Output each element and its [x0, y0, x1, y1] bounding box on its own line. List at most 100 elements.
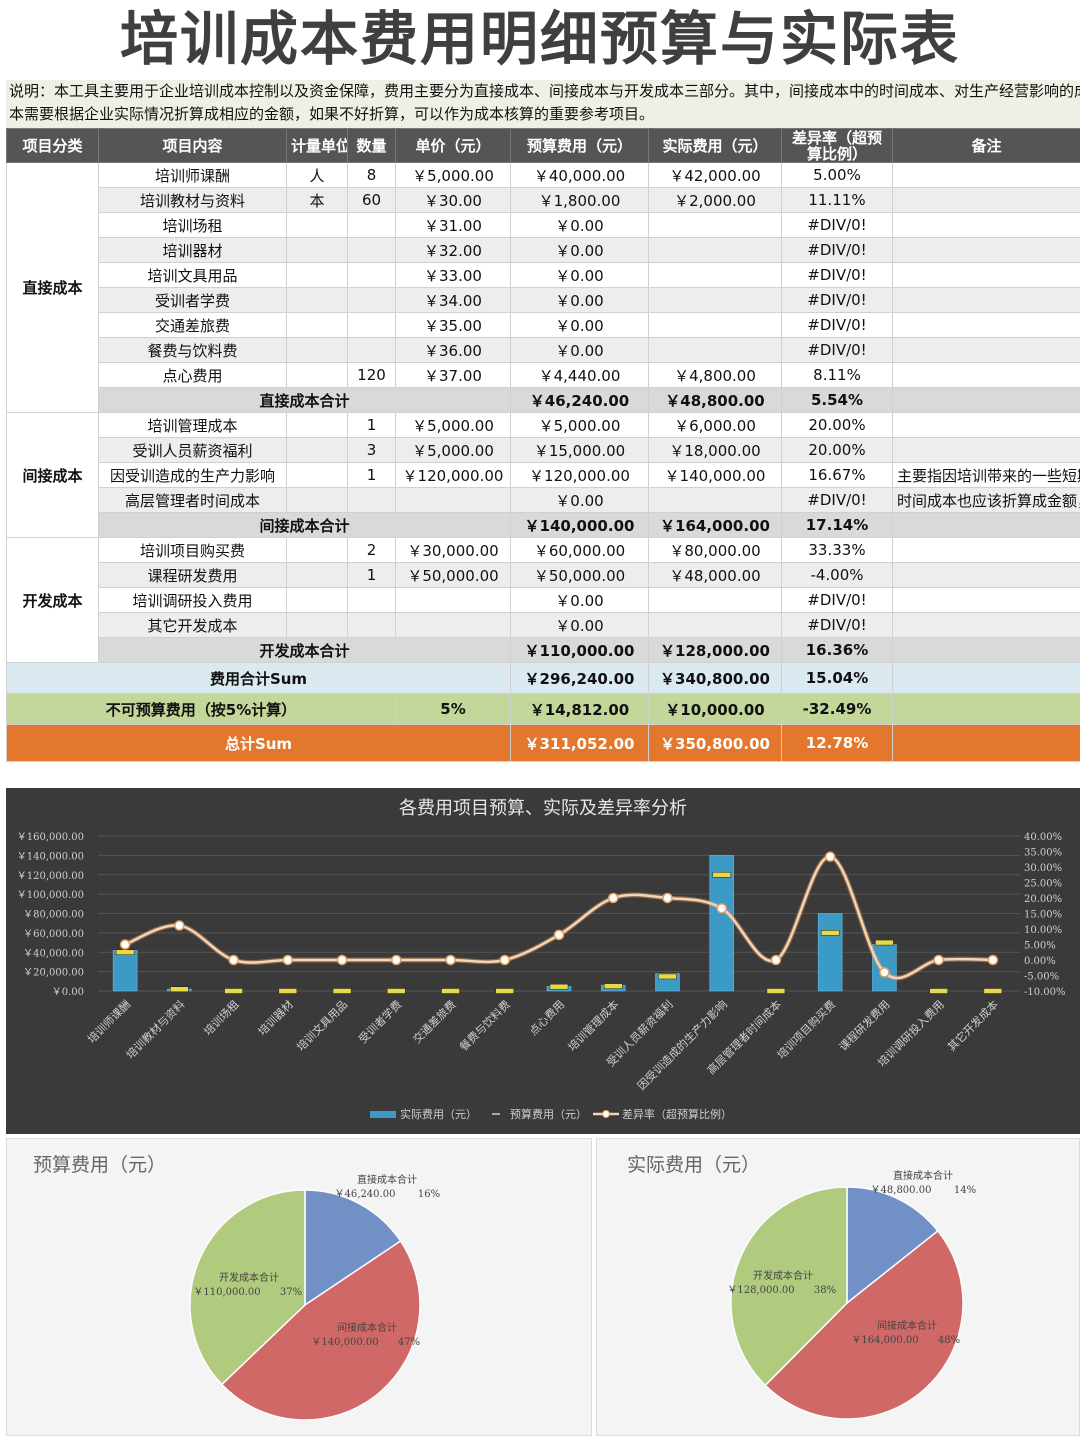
note-cell: [892, 262, 1080, 288]
budget-pie-svg: 预算费用（元） 直接成本合计 ￥46,240.00 16% 间接成本合计 ￥140,000…: [33, 1154, 440, 1421]
budget-marker: [332, 988, 352, 994]
x-tick-label: 培训文具用品: [294, 997, 351, 1054]
budget-cell: ￥4,440.00: [510, 362, 649, 388]
subtotal-rate: 5.54%: [781, 387, 893, 413]
table-row: 其它开发成本 ￥0.00 #DIV/0!: [7, 612, 1080, 638]
budget-cell: ￥0.00: [510, 287, 649, 313]
price-cell: ￥5,000.00: [395, 412, 511, 438]
total-label: 总计Sum: [6, 724, 511, 762]
actual-cell: [648, 312, 782, 338]
rate-point: [553, 929, 565, 941]
rate-point: [716, 903, 727, 914]
y-tick-label: ￥100,000.00: [17, 890, 84, 901]
unit-cell: [286, 587, 348, 613]
note-cell: [892, 562, 1080, 588]
budget-cell: ￥0.00: [510, 262, 649, 288]
pie-slice-label: 间接成本合计: [877, 1319, 937, 1332]
note-cell: [892, 337, 1080, 363]
pie-slice-percent: 47%: [398, 1337, 420, 1348]
rate-cell: #DIV/0!: [781, 337, 893, 363]
rate-point: [445, 954, 456, 966]
price-cell: ￥32.00: [395, 237, 511, 263]
y2-tick-label: 30.00%: [1024, 863, 1062, 874]
pie-slice: [304, 1189, 402, 1307]
pie-slice-value: ￥128,000.00: [727, 1285, 794, 1296]
budget-cell: ￥0.00: [510, 587, 649, 613]
total-note: [892, 724, 1080, 762]
qty-cell: 1: [347, 462, 396, 488]
unit-cell: [286, 537, 348, 563]
pie-slice: [846, 1186, 939, 1305]
table-row: 课程研发费用 1 ￥50,000.00 ￥50,000.00 ￥48,000.00 -4.…: [7, 562, 1080, 588]
rate-point: [662, 892, 673, 904]
pie-slice-percent: 37%: [280, 1287, 302, 1298]
subtotal-row: 直接成本合计 ￥46,240.00 ￥48,800.00 5.54%: [7, 387, 1080, 413]
unit-cell: [286, 362, 348, 388]
unbudget-budget: ￥14,812.00: [510, 693, 649, 725]
pie-slice-value: ￥48,800.00: [871, 1185, 932, 1196]
pie-slice: [189, 1189, 306, 1386]
rate-cell: 8.11%: [781, 362, 893, 388]
y2-tick-label: 5.00%: [1024, 941, 1056, 952]
rate-cell: #DIV/0!: [781, 287, 893, 313]
rate-cell: #DIV/0!: [781, 612, 893, 638]
y-tick-label: ￥20,000.00: [23, 968, 84, 979]
actual-cell: [648, 287, 782, 313]
item-cell: 培训场租: [98, 212, 287, 238]
rate-cell: 11.11%: [781, 187, 893, 213]
y2-tick-label: 25.00%: [1024, 879, 1062, 890]
item-cell: 培训师课酬: [98, 162, 287, 188]
note-cell: [892, 537, 1080, 563]
actual-cell: ￥2,000.00: [648, 187, 782, 213]
actual-cell: ￥18,000.00: [648, 437, 782, 463]
rate-cell: 33.33%: [781, 537, 893, 563]
unbudget-actual: ￥10,000.00: [648, 693, 782, 725]
qty-cell: [347, 337, 396, 363]
budget-marker: [278, 988, 298, 994]
table-row: 培训文具用品 ￥33.00 ￥0.00 #DIV/0!: [7, 262, 1080, 288]
note-cell: [892, 162, 1080, 188]
total-actual: ￥350,800.00: [648, 724, 782, 762]
x-tick-label: 受训者学费: [356, 997, 405, 1046]
pie-slice-percent: 14%: [954, 1185, 976, 1196]
x-tick-label: 点心费用: [527, 998, 567, 1038]
rate-point: [824, 851, 836, 862]
subtotal-actual: ￥128,000.00: [648, 637, 782, 663]
sum-label: 费用合计Sum: [6, 662, 511, 694]
y-tick-label: ￥160,000.00: [17, 832, 84, 843]
actual-cell: [648, 262, 782, 288]
header-cell: 预算费用（元）: [510, 128, 649, 163]
budget-cell: ￥1,800.00: [510, 187, 649, 213]
table-row: 开发成本 培训项目购买费 2 ￥30,000.00 ￥60,000.00 ￥80,000.…: [6, 537, 1080, 663]
price-cell: ￥36.00: [395, 337, 511, 363]
rate-point: [770, 954, 782, 966]
subtotal-label: 开发成本合计: [98, 637, 511, 663]
table-row: 因受训造成的生产力影响 1 ￥120,000.00 ￥120,000.00 ￥140,0…: [7, 462, 1080, 488]
table-row: 点心费用 120 ￥37.00 ￥4,440.00 ￥4,800.00 8.11%: [7, 362, 1080, 388]
x-tick-label: 餐费与饮料费: [456, 997, 513, 1054]
budget-cell: ￥0.00: [510, 312, 649, 338]
rate-point: [282, 954, 294, 966]
budget-marker: [115, 949, 135, 955]
note-cell: [892, 312, 1080, 338]
actual-cell: [648, 612, 782, 638]
x-tick-label: 培训场租: [201, 997, 242, 1038]
description: 说明：本工具主要用于企业培训成本控制以及资金保障，费用主要分为直接成本、间接成本…: [6, 80, 1080, 128]
pie-slice-label: 直接成本合计: [357, 1173, 417, 1186]
unbudget-rate: -32.49%: [781, 693, 893, 725]
budget-marker: [875, 939, 894, 946]
qty-cell: [347, 237, 396, 263]
table-row: 培训场租 ￥31.00 ￥0.00 #DIV/0!: [7, 212, 1080, 238]
header-cell: 项目分类: [6, 128, 99, 163]
budget-cell: ￥50,000.00: [510, 562, 649, 588]
pie-slice-value: ￥110,000.00: [193, 1287, 260, 1298]
pie-slice-label: 间接成本合计: [337, 1321, 397, 1334]
unbudget-pct: 5%: [395, 693, 511, 725]
budget-table: 项目分类 项目内容 计量单位 数量 单价（元） 预算费用（元） 实际费用（元） …: [6, 128, 1080, 762]
table-row: 高层管理者时间成本 ￥0.00 #DIV/0! 时间成本也应该折算成金额，: [7, 487, 1080, 513]
table-row: 餐费与饮料费 ￥36.00 ￥0.00 #DIV/0!: [7, 337, 1080, 363]
budget-cell: ￥40,000.00: [510, 162, 649, 188]
legend-swatch-actual: [370, 1111, 396, 1118]
item-cell: 培训调研投入费用: [98, 587, 287, 613]
actual-cell: ￥6,000.00: [648, 412, 782, 438]
